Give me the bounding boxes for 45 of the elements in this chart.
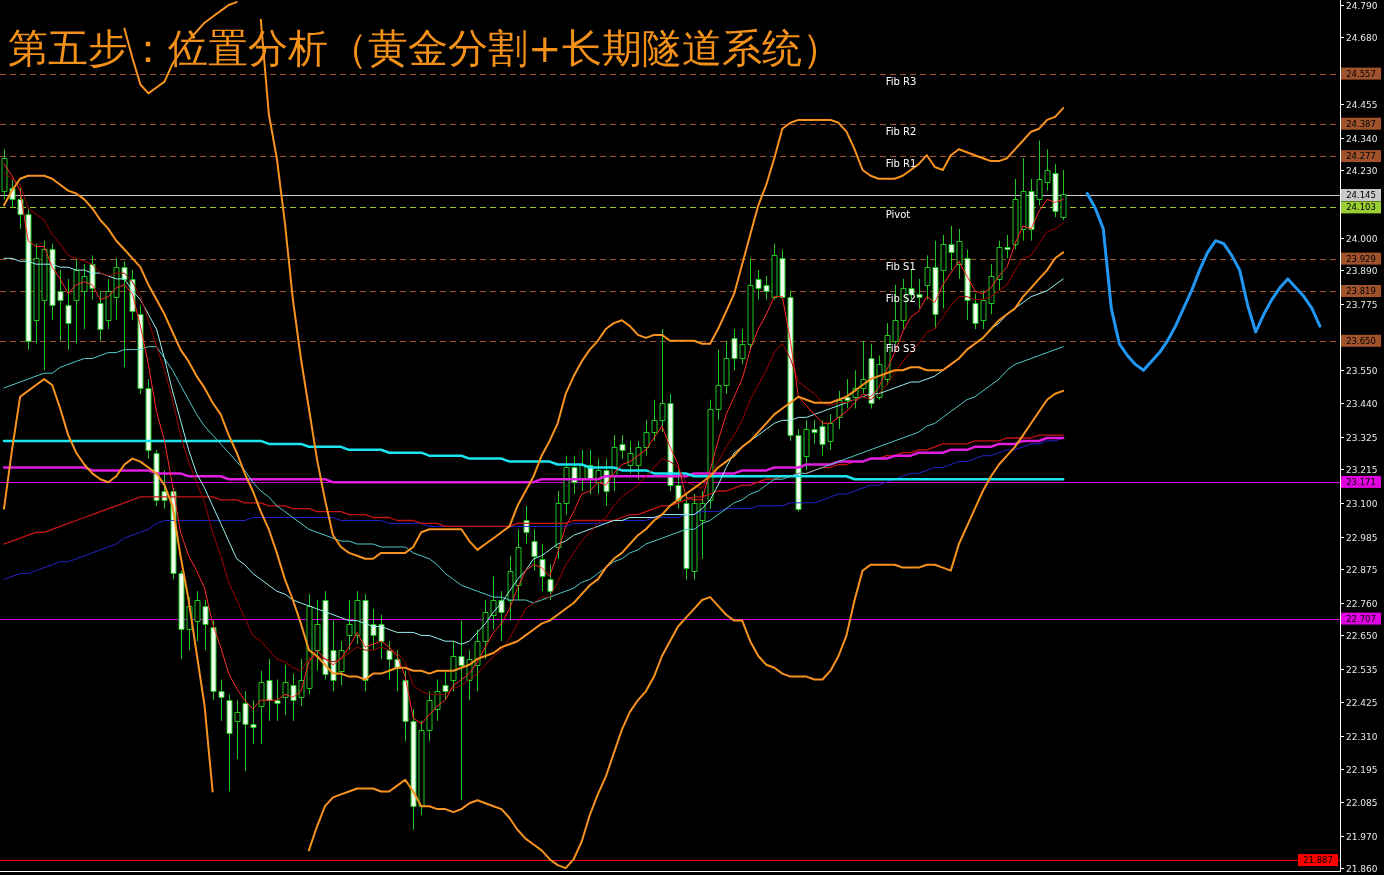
y-tick-label: 23.440 xyxy=(1346,398,1378,409)
y-tick-label: 21.970 xyxy=(1346,831,1378,842)
y-tick-label: 23.100 xyxy=(1346,498,1378,509)
y-tick-label: 24.277 xyxy=(1346,151,1376,162)
y-tick-label: 22.985 xyxy=(1346,532,1378,543)
y-tick-label: 22.535 xyxy=(1346,664,1378,675)
y-tick-label: 24.230 xyxy=(1346,165,1378,176)
y-tick-label: 24.145 xyxy=(1346,190,1376,200)
y-tick-label: 22.425 xyxy=(1346,697,1378,708)
y-tick-label: 22.085 xyxy=(1346,797,1378,808)
y-tick-label: 24.557 xyxy=(1346,68,1376,79)
annotation: 21.887 xyxy=(1303,855,1333,866)
y-tick-label: 24.000 xyxy=(1346,233,1378,244)
y-tick-label: 21.860 xyxy=(1346,863,1378,874)
y-tick-label: 23.325 xyxy=(1346,432,1378,443)
y-tick-label: 24.387 xyxy=(1346,118,1376,129)
y-tick-label: 24.103 xyxy=(1346,202,1376,213)
y-tick-label: 24.790 xyxy=(1346,0,1378,11)
y-tick-label: 24.680 xyxy=(1346,32,1378,43)
ref-label: Fib R2 xyxy=(885,125,917,137)
y-tick-label: 24.103 xyxy=(1341,201,1381,214)
ref-label: Fib S1 xyxy=(885,260,916,272)
y-tick-label: 23.550 xyxy=(1346,365,1378,376)
y-tick-label: 23.819 xyxy=(1341,285,1381,297)
y-tick-label: 22.707 xyxy=(1346,613,1376,624)
y-tick-label: 22.195 xyxy=(1346,764,1378,775)
ref-label: Pivot xyxy=(885,209,911,221)
y-tick-label: 24.277 xyxy=(1341,150,1381,163)
annotation: 21.887 xyxy=(1298,854,1338,867)
y-tick-label: 23.650 xyxy=(1346,335,1376,346)
y-tick-label: 23.215 xyxy=(1346,464,1378,475)
y-tick-label: 23.171 xyxy=(1346,476,1376,487)
y-tick-label: 23.819 xyxy=(1346,286,1376,296)
y-tick-label: 22.310 xyxy=(1346,731,1378,742)
ref-label: Fib R3 xyxy=(885,75,917,87)
y-tick-label: 24.340 xyxy=(1346,133,1378,144)
y-tick-label: 22.875 xyxy=(1346,564,1378,575)
y-tick-label: 22.760 xyxy=(1346,598,1378,609)
ref-label: Fib R1 xyxy=(885,158,917,170)
y-tick-label: 23.929 xyxy=(1346,253,1376,264)
y-tick-label: 23.890 xyxy=(1346,265,1378,276)
y-tick-label: 22.650 xyxy=(1346,630,1378,641)
y-tick-label: 23.775 xyxy=(1346,299,1378,310)
y-tick-label: 24.145 xyxy=(1341,189,1381,201)
y-tick-label: 24.455 xyxy=(1346,99,1378,110)
